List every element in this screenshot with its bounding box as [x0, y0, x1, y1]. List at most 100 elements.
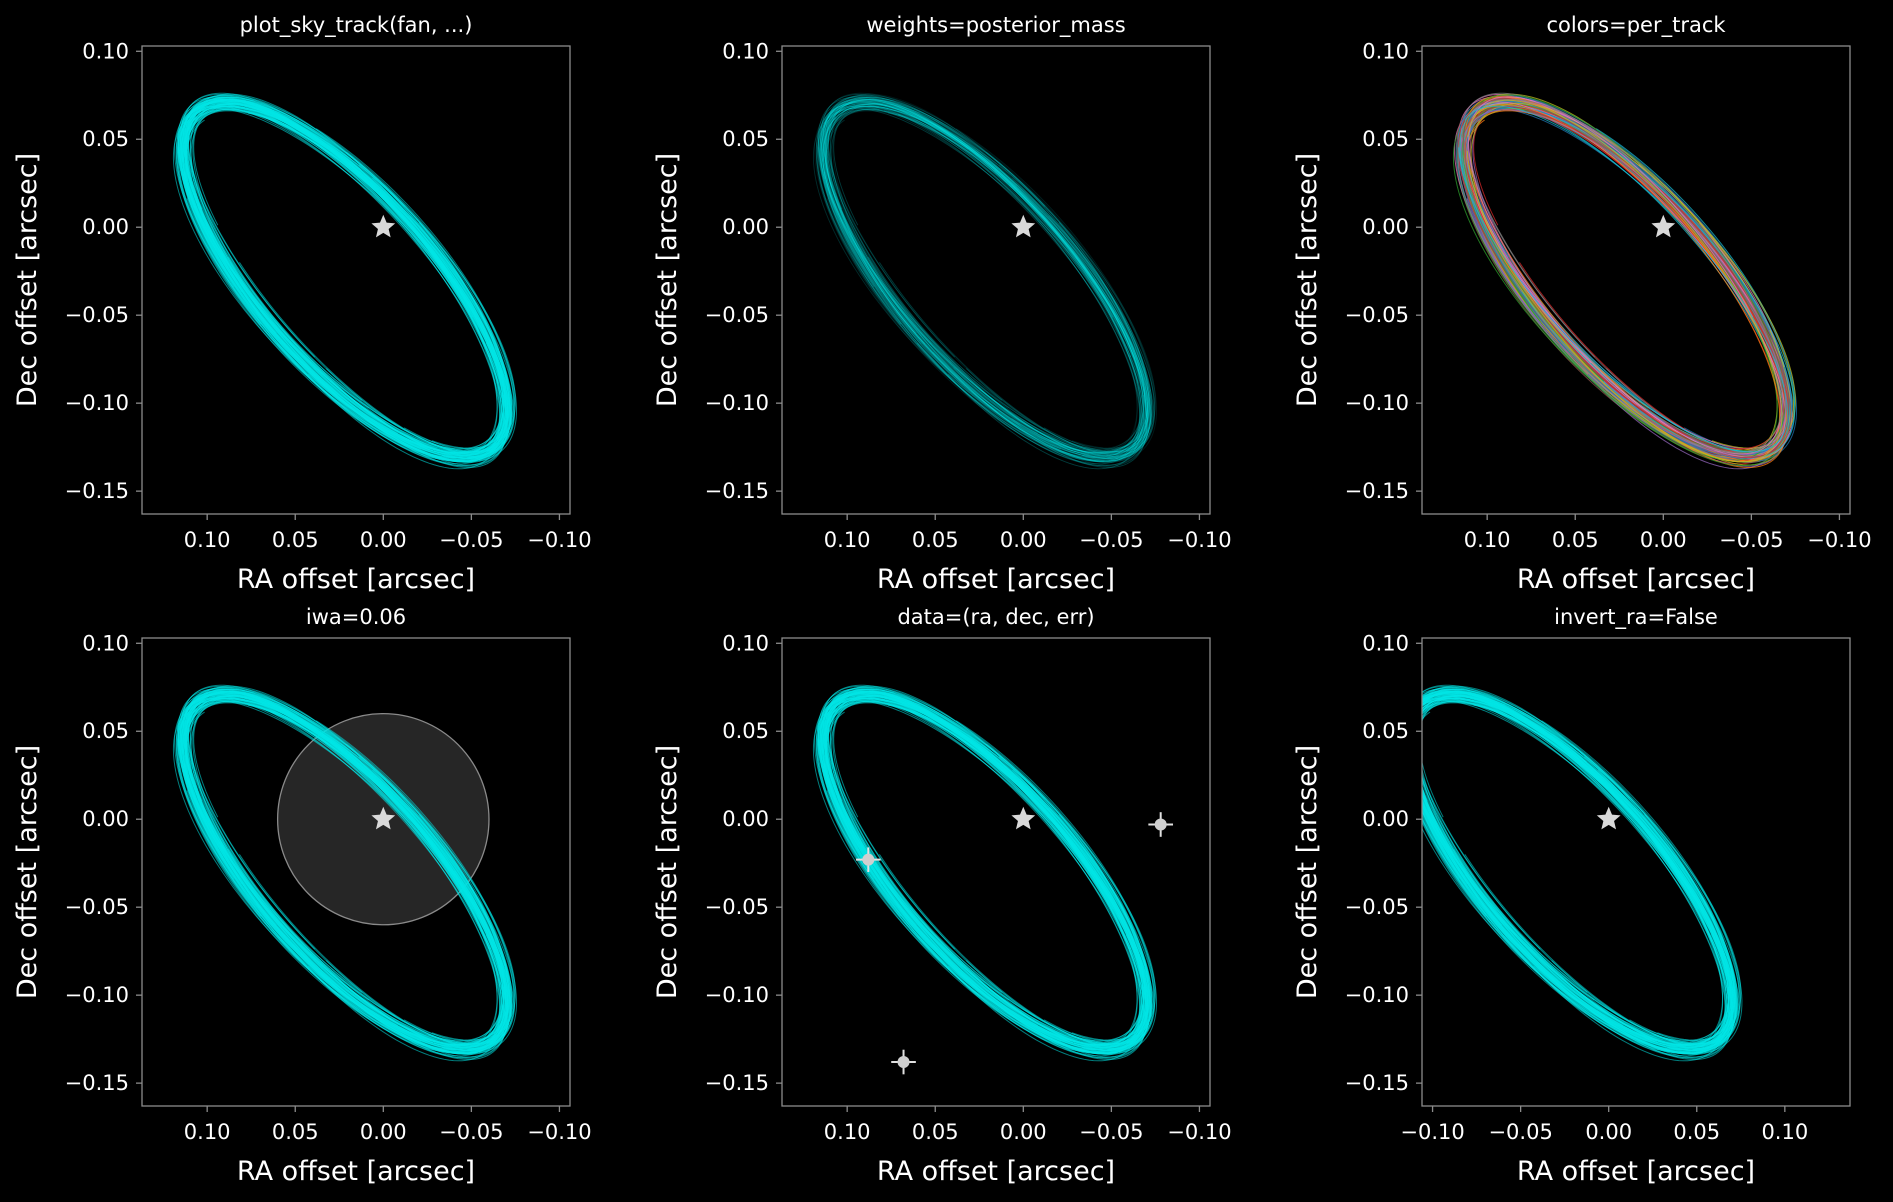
- x-axis-label: RA offset [arcsec]: [237, 1156, 475, 1187]
- orbit-track: [823, 110, 1144, 454]
- orbit-track: [824, 690, 1143, 1045]
- plot-area: [812, 92, 1157, 470]
- orbit-track: [818, 697, 1148, 1045]
- x-axis-label: RA offset [arcsec]: [1517, 1156, 1755, 1187]
- y-tick-label: −0.15: [65, 1071, 129, 1095]
- orbit-track: [819, 92, 1151, 463]
- y-tick-label: 0.05: [1362, 719, 1409, 743]
- y-tick-label: −0.10: [705, 983, 769, 1007]
- orbit-track: [820, 99, 1148, 459]
- orbit-track: [1422, 697, 1734, 1051]
- orbit-track: [819, 98, 1146, 461]
- x-tick-label: 0.05: [1552, 528, 1599, 552]
- x-tick-label: 0.00: [360, 528, 407, 552]
- orbit-track: [820, 100, 1145, 463]
- orbit-track: [817, 96, 1152, 455]
- y-tick-label: −0.10: [65, 983, 129, 1007]
- orbit-track: [1422, 700, 1736, 1048]
- x-tick-label: −0.05: [439, 528, 503, 552]
- y-tick-label: −0.10: [1345, 983, 1409, 1007]
- orbit-track: [816, 100, 1152, 458]
- x-tick-label: −0.10: [1400, 1120, 1464, 1144]
- orbit-track: [817, 105, 1147, 460]
- orbit-track: [1422, 697, 1734, 1045]
- x-tick-label: 0.10: [1464, 528, 1511, 552]
- orbit-track: [182, 94, 506, 454]
- orbit-track: [814, 103, 1144, 454]
- orbit-track: [825, 112, 1149, 453]
- x-tick-label: −0.05: [1488, 1120, 1552, 1144]
- y-axis-label: Dec offset [arcsec]: [652, 745, 683, 999]
- orbit-track: [827, 103, 1146, 462]
- orbit-track: [826, 97, 1147, 454]
- x-tick-label: 0.10: [184, 1120, 231, 1144]
- orbit-track: [824, 98, 1143, 453]
- orbit-track: [182, 686, 506, 1046]
- orbit-track: [821, 100, 1150, 456]
- orbit-track: [184, 105, 509, 459]
- orbit-track: [822, 94, 1146, 454]
- orbit-track: [178, 105, 508, 453]
- data-marker: [1154, 818, 1167, 831]
- orbit-track: [820, 104, 1149, 463]
- subplot-5: 0.10 0.05 0.00 −0.05 −0.100.100.050.00−0.05−…: [652, 605, 1232, 1187]
- orbit-track: [822, 103, 1145, 450]
- y-tick-label: 0.00: [722, 807, 769, 831]
- orbit-track: [819, 100, 1153, 453]
- axes-frame: [781, 637, 1211, 1107]
- orbit-track: [825, 103, 1146, 456]
- y-tick-label: 0.05: [1362, 127, 1409, 151]
- orbit-track: [825, 106, 1153, 455]
- orbit-track: [818, 103, 1144, 456]
- orbit-track: [818, 100, 1152, 462]
- axes-frame: [1421, 637, 1851, 1107]
- orbit-track: [826, 99, 1143, 463]
- orbit-track: [825, 108, 1148, 456]
- x-tick-label: 0.00: [1640, 528, 1687, 552]
- subplot-1: 0.10 0.05 0.00 −0.05 −0.100.100.050.00−0.05−…: [12, 13, 592, 595]
- star-icon: [1651, 214, 1676, 238]
- orbit-track: [186, 99, 503, 463]
- orbit-track: [819, 98, 1149, 463]
- data-point: [891, 1049, 916, 1075]
- x-tick-label: 0.05: [912, 528, 959, 552]
- x-tick-label: 0.00: [360, 1120, 407, 1144]
- orbit-track: [824, 107, 1152, 459]
- y-tick-label: 0.10: [82, 631, 129, 655]
- orbit-track: [188, 688, 502, 1047]
- orbit-track: [833, 108, 1151, 456]
- x-tick-label: −0.10: [1807, 528, 1871, 552]
- orbit-track: [825, 108, 1154, 457]
- orbit-track: [830, 98, 1150, 467]
- orbit-track: [1462, 98, 1792, 457]
- x-tick-label: 0.00: [1585, 1120, 1632, 1144]
- axes-frame: [1421, 45, 1851, 515]
- y-tick-label: 0.10: [1362, 39, 1409, 63]
- y-tick-label: 0.05: [82, 719, 129, 743]
- orbit-track: [823, 101, 1150, 457]
- orbit-track: [1466, 99, 1783, 463]
- plot-area: [812, 684, 1174, 1075]
- y-tick-label: −0.10: [65, 391, 129, 415]
- star-icon: [371, 806, 396, 830]
- orbit-track: [823, 105, 1150, 453]
- orbit-track: [825, 109, 1148, 451]
- plot-area: [1422, 684, 1743, 1062]
- plot-area: [172, 92, 518, 470]
- orbit-track: [828, 96, 1142, 455]
- orbit-track: [812, 107, 1144, 455]
- y-axis-label: Dec offset [arcsec]: [1292, 745, 1323, 999]
- orbit-track: [821, 98, 1141, 458]
- subplot-title: iwa=0.06: [306, 605, 406, 629]
- orbit-track: [188, 96, 502, 455]
- axes-frame: [141, 45, 571, 515]
- x-tick-label: 0.05: [1673, 1120, 1720, 1144]
- orbit-track: [1422, 690, 1729, 1045]
- x-tick-label: 0.00: [1000, 528, 1047, 552]
- y-tick-label: 0.00: [82, 807, 129, 831]
- subplot-2: 0.10 0.05 0.00 −0.05 −0.100.100.050.00−0.05−…: [652, 13, 1232, 595]
- orbit-track: [824, 95, 1147, 462]
- axes-frame: [781, 45, 1211, 515]
- y-axis-label: Dec offset [arcsec]: [1292, 153, 1323, 407]
